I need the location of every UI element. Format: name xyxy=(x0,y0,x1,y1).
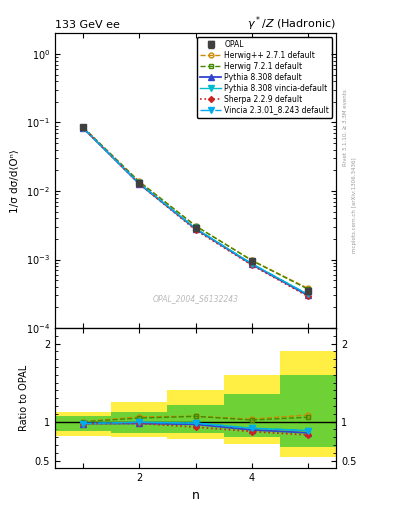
Vincia 2.3.01_8.243 default xyxy=(193,225,198,231)
Herwig++ 2.7.1 default xyxy=(306,285,310,291)
Text: 133 GeV ee: 133 GeV ee xyxy=(55,20,120,30)
Y-axis label: 1/σ dσ/d⟨Oⁿ⟩: 1/σ dσ/d⟨Oⁿ⟩ xyxy=(10,149,20,212)
Pythia 8.308 vincia-default xyxy=(250,261,254,267)
Text: Rivet 3.1.10, ≥ 3.3M events: Rivet 3.1.10, ≥ 3.3M events xyxy=(343,90,348,166)
Pythia 8.308 vincia-default xyxy=(193,225,198,231)
Herwig++ 2.7.1 default xyxy=(193,223,198,229)
Herwig 7.2.1 default xyxy=(193,223,198,229)
Sherpa 2.2.9 default xyxy=(81,125,86,131)
Vincia 2.3.01_8.243 default xyxy=(137,180,142,186)
Herwig++ 2.7.1 default xyxy=(81,124,86,131)
Sherpa 2.2.9 default xyxy=(193,227,198,233)
Line: Herwig++ 2.7.1 default: Herwig++ 2.7.1 default xyxy=(81,125,310,291)
Y-axis label: Ratio to OPAL: Ratio to OPAL xyxy=(19,365,29,432)
Line: Herwig 7.2.1 default: Herwig 7.2.1 default xyxy=(81,125,310,291)
Legend: OPAL, Herwig++ 2.7.1 default, Herwig 7.2.1 default, Pythia 8.308 default, Pythia: OPAL, Herwig++ 2.7.1 default, Herwig 7.2… xyxy=(197,37,332,118)
Vincia 2.3.01_8.243 default xyxy=(306,291,310,297)
Line: Vincia 2.3.01_8.243 default: Vincia 2.3.01_8.243 default xyxy=(80,125,311,297)
X-axis label: n: n xyxy=(191,489,200,502)
Pythia 8.308 default xyxy=(81,125,86,131)
Sherpa 2.2.9 default xyxy=(250,262,254,268)
Pythia 8.308 default xyxy=(306,292,310,298)
Line: Pythia 8.308 default: Pythia 8.308 default xyxy=(80,125,311,298)
Herwig 7.2.1 default xyxy=(81,124,86,131)
Vincia 2.3.01_8.243 default xyxy=(250,261,254,267)
Herwig 7.2.1 default xyxy=(306,286,310,292)
Pythia 8.308 default xyxy=(137,181,142,187)
Line: Sherpa 2.2.9 default: Sherpa 2.2.9 default xyxy=(81,126,310,298)
Herwig 7.2.1 default xyxy=(250,258,254,264)
Pythia 8.308 vincia-default xyxy=(137,180,142,186)
Sherpa 2.2.9 default xyxy=(137,181,142,187)
Pythia 8.308 default xyxy=(250,261,254,267)
Pythia 8.308 default xyxy=(193,226,198,232)
Vincia 2.3.01_8.243 default xyxy=(81,125,86,131)
Herwig++ 2.7.1 default xyxy=(137,178,142,184)
Text: $\gamma^*/Z$ (Hadronic): $\gamma^*/Z$ (Hadronic) xyxy=(247,15,336,33)
Text: OPAL_2004_S6132243: OPAL_2004_S6132243 xyxy=(152,294,239,303)
Herwig++ 2.7.1 default xyxy=(250,257,254,263)
Text: mcplots.cern.ch [arXiv:1306.3436]: mcplots.cern.ch [arXiv:1306.3436] xyxy=(352,157,357,252)
Pythia 8.308 vincia-default xyxy=(81,125,86,131)
Sherpa 2.2.9 default xyxy=(306,293,310,300)
Line: Pythia 8.308 vincia-default: Pythia 8.308 vincia-default xyxy=(80,125,311,297)
Pythia 8.308 vincia-default xyxy=(306,291,310,297)
Herwig 7.2.1 default xyxy=(137,179,142,185)
